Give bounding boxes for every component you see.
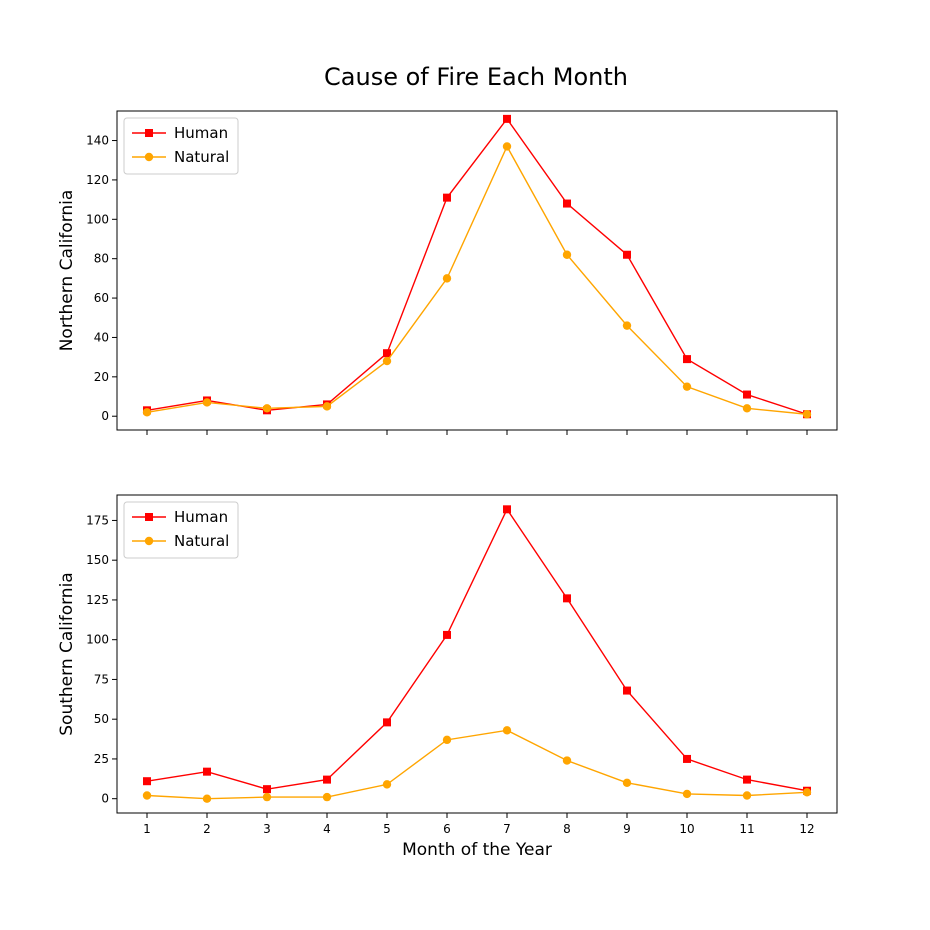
data-point-human [623, 686, 631, 695]
data-point-natural [202, 794, 212, 803]
data-point-human [443, 193, 451, 202]
chart-panel-1: 0 20 40 60 80 100 120 140 Northern California Hum… [57, 110, 838, 435]
data-point-human [623, 250, 631, 259]
data-point-natural [622, 321, 632, 330]
data-point-natural [202, 398, 212, 407]
data-point-natural [322, 792, 332, 802]
plot-area-frame [116, 110, 838, 431]
data-point-natural [142, 408, 152, 417]
series-line-natural [146, 729, 808, 800]
y-tick-label: 40 [94, 330, 109, 344]
data-point-human [203, 767, 211, 776]
data-point-natural [622, 778, 632, 787]
series-human [143, 114, 811, 419]
y-tick-label: 20 [94, 370, 109, 384]
y-tick-label: 150 [86, 553, 109, 567]
data-point-natural [742, 791, 752, 800]
y-tick-label: 125 [86, 593, 109, 607]
series-human [143, 505, 811, 795]
x-tick-label: 4 [323, 822, 331, 836]
data-point-natural [322, 402, 332, 411]
data-point-human [683, 754, 691, 763]
data-point-human [743, 775, 751, 784]
data-point-natural [382, 780, 392, 789]
data-point-natural [802, 788, 812, 797]
x-tick-label: 2 [203, 822, 211, 836]
y-tick-label: 50 [94, 712, 109, 726]
data-point-natural [682, 382, 692, 391]
data-point-human [143, 777, 151, 786]
data-point-natural [142, 791, 152, 800]
legend-label-human: Human [174, 124, 228, 142]
data-point-natural [562, 250, 572, 259]
y-tick-label: 0 [101, 409, 109, 423]
legend-marker-human [145, 513, 153, 521]
legend-label-human: Human [174, 508, 228, 526]
y-tick-label: 80 [94, 252, 109, 266]
x-tick-label: 3 [263, 822, 271, 836]
data-point-natural [382, 356, 392, 366]
data-point-human [563, 594, 571, 603]
data-point-human [443, 630, 451, 639]
legend-marker-human [145, 129, 153, 137]
series-natural [142, 726, 812, 803]
legend: Human Natural [123, 501, 239, 559]
series-line-natural [146, 144, 808, 415]
x-tick-label: 12 [799, 822, 814, 836]
data-point-human [563, 199, 571, 208]
x-tick-label: 8 [563, 822, 571, 836]
x-tick-label: 1 [143, 822, 151, 836]
x-axis-label: Month of the Year [402, 840, 552, 860]
y-tick-label: 140 [86, 134, 109, 148]
x-tick-label: 7 [503, 822, 511, 836]
data-point-natural [262, 404, 272, 413]
data-point-natural [742, 404, 752, 413]
legend-label-natural: Natural [174, 148, 229, 166]
data-point-human [383, 718, 391, 727]
data-point-natural [262, 792, 272, 802]
data-point-human [683, 355, 691, 364]
data-point-natural [562, 756, 572, 765]
data-point-natural [502, 726, 512, 735]
series-natural [142, 142, 812, 419]
y-tick-label: 0 [101, 792, 109, 806]
y-tick-label: 75 [94, 672, 109, 686]
y-tick-label: 120 [86, 173, 109, 187]
y-tick-label: 100 [86, 633, 109, 647]
legend: Human Natural [123, 117, 239, 175]
data-point-human [503, 114, 511, 123]
y-tick-label: 25 [94, 752, 109, 766]
series-line-human [146, 117, 808, 415]
legend-marker-natural [144, 152, 154, 162]
plot-area-frame [116, 494, 838, 814]
y-tick-label: 100 [86, 212, 109, 226]
data-point-natural [802, 410, 812, 419]
x-tick-label: 6 [443, 822, 451, 836]
data-point-human [743, 390, 751, 399]
data-point-human [323, 775, 331, 784]
y-tick-label: 60 [94, 291, 109, 305]
data-point-human [263, 785, 271, 794]
x-tick-label: 9 [623, 822, 631, 836]
data-point-human [383, 349, 391, 358]
y-axis-label: Southern California [57, 572, 77, 735]
data-point-natural [682, 789, 692, 799]
data-point-natural [502, 142, 512, 151]
x-tick-label: 11 [739, 822, 754, 836]
chart-title: Cause of Fire Each Month [324, 63, 628, 91]
data-point-natural [442, 274, 452, 283]
y-tick-label: 175 [86, 513, 109, 527]
y-axis-label: Northern California [57, 190, 77, 352]
series-line-human [146, 507, 808, 792]
legend-marker-natural [144, 536, 154, 546]
legend-label-natural: Natural [174, 532, 229, 550]
x-tick-label: 10 [679, 822, 694, 836]
data-point-natural [442, 735, 452, 745]
data-point-human [503, 505, 511, 514]
x-tick-label: 5 [383, 822, 391, 836]
